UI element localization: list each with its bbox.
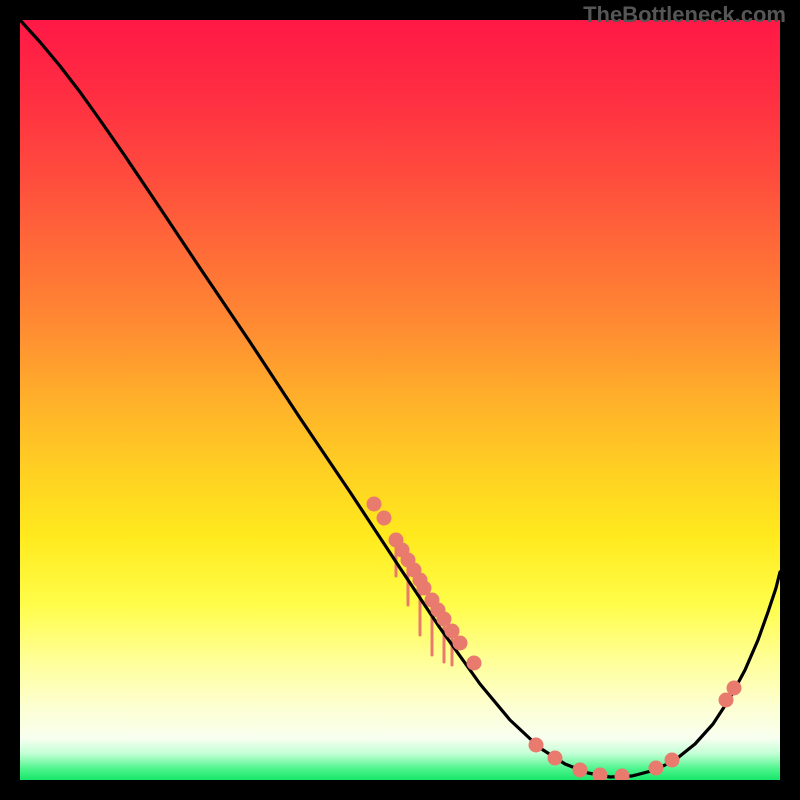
data-marker [548, 751, 563, 766]
data-marker [573, 763, 588, 778]
data-marker [367, 497, 382, 512]
watermark-text: TheBottleneck.com [583, 2, 786, 28]
bottleneck-chart [0, 0, 800, 800]
data-marker [727, 681, 742, 696]
frame-left [0, 0, 20, 800]
data-marker [377, 511, 392, 526]
data-marker [649, 761, 664, 776]
data-marker [467, 656, 482, 671]
frame-bottom [0, 780, 800, 800]
frame-right [780, 0, 800, 800]
data-marker [529, 738, 544, 753]
plot-background [20, 20, 780, 780]
data-marker [453, 636, 468, 651]
data-marker [665, 753, 680, 768]
